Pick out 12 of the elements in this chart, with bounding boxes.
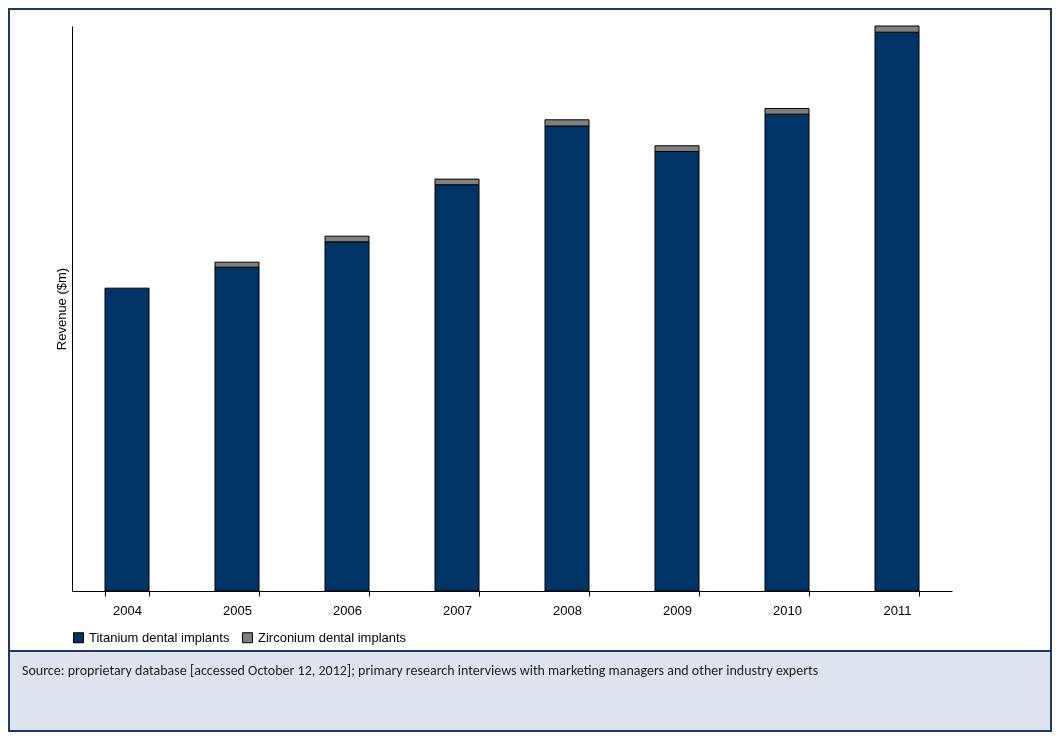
x-tick-label: 2005 (223, 602, 252, 618)
x-tick-label: 2009 (663, 602, 692, 618)
x-tick-label: 2010 (773, 602, 802, 618)
x-tick-label: 2006 (333, 602, 362, 618)
legend-label: Zirconium dental implants (258, 629, 407, 645)
x-tick-label: 2007 (443, 602, 472, 618)
x-tick-label: 2011 (883, 602, 912, 618)
y-axis-title: Revenue ($m) (53, 267, 69, 351)
x-tick-label: 2008 (553, 602, 582, 618)
source-note: Source: proprietary database [accessed October 12, 2012]; primary research interviews with marketing managers and other industry experts (10, 650, 1050, 730)
legend-label: Titanium dental implants (89, 629, 230, 645)
x-tick-label: 2004 (113, 602, 142, 618)
